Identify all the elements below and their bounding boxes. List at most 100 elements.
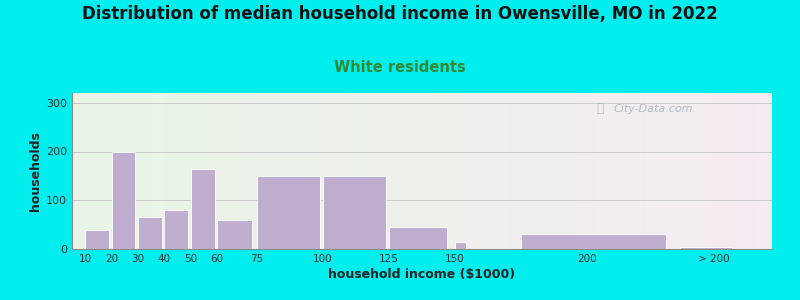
Bar [548, 93, 553, 249]
Bar [639, 93, 644, 249]
Bar [495, 93, 500, 249]
Bar [247, 93, 252, 249]
Bar [489, 93, 494, 249]
Bar [482, 93, 486, 249]
Bar [230, 93, 234, 249]
Bar [769, 93, 774, 249]
Bar [75, 93, 80, 249]
Bar [670, 93, 675, 249]
Bar [212, 93, 217, 249]
Bar [342, 93, 346, 249]
Bar [597, 93, 602, 249]
Bar [261, 93, 266, 249]
Bar [170, 93, 175, 249]
Bar [566, 93, 570, 249]
Bar [513, 93, 518, 249]
Bar [762, 93, 766, 249]
Bar [366, 93, 371, 249]
Bar [408, 93, 413, 249]
Bar [383, 93, 388, 249]
Bar [663, 93, 668, 249]
Bar [387, 93, 392, 249]
Bar [558, 93, 563, 249]
Bar [135, 93, 140, 249]
Bar [268, 93, 273, 249]
Bar [110, 93, 115, 249]
Bar [478, 93, 483, 249]
Bar [362, 93, 367, 249]
Bar [446, 93, 451, 249]
Bar [583, 93, 588, 249]
Bar [390, 93, 395, 249]
Bar [594, 93, 598, 249]
Bar [338, 93, 343, 249]
Bar [90, 93, 94, 249]
Bar [257, 176, 320, 249]
Bar [142, 93, 147, 249]
Bar [474, 93, 479, 249]
Bar [349, 93, 354, 249]
Bar [625, 93, 630, 249]
Bar [389, 227, 447, 249]
Bar [758, 93, 763, 249]
Bar [450, 93, 455, 249]
Bar [492, 93, 497, 249]
Bar [296, 93, 301, 249]
Bar [660, 93, 665, 249]
Bar [184, 93, 189, 249]
Bar [233, 93, 238, 249]
Bar [751, 93, 756, 249]
Bar [754, 93, 759, 249]
Bar [327, 93, 332, 249]
Bar [569, 93, 574, 249]
Bar [194, 93, 199, 249]
Bar [323, 176, 386, 249]
Bar [118, 93, 122, 249]
Bar [352, 93, 357, 249]
Bar [159, 93, 164, 249]
Bar [737, 93, 742, 249]
Bar [314, 93, 318, 249]
Bar [506, 93, 511, 249]
Bar [562, 93, 567, 249]
Bar [415, 93, 420, 249]
Bar [741, 93, 746, 249]
Bar [243, 93, 248, 249]
Bar [418, 93, 423, 249]
Bar [579, 93, 584, 249]
Bar [198, 93, 203, 249]
Bar [138, 93, 143, 249]
Bar [464, 93, 469, 249]
Bar [622, 93, 626, 249]
Bar [573, 93, 578, 249]
Bar [530, 93, 535, 249]
Bar [177, 93, 182, 249]
Bar [293, 93, 298, 249]
Bar [723, 93, 728, 249]
Bar [688, 93, 693, 249]
Bar [265, 93, 270, 249]
Y-axis label: households: households [29, 131, 42, 211]
Bar [422, 93, 427, 249]
Bar [719, 93, 724, 249]
Bar [765, 93, 770, 249]
Bar [100, 93, 105, 249]
Bar [377, 93, 382, 249]
Bar [534, 93, 539, 249]
Bar [306, 93, 311, 249]
Bar [678, 93, 682, 249]
Bar [545, 93, 550, 249]
Bar [121, 93, 126, 249]
Bar [653, 93, 658, 249]
Bar [286, 93, 290, 249]
Bar [380, 93, 385, 249]
Bar [86, 230, 109, 249]
Bar [426, 93, 430, 249]
Bar [191, 169, 214, 249]
Bar [681, 93, 686, 249]
Bar [275, 93, 280, 249]
Bar [713, 93, 718, 249]
Bar [657, 93, 662, 249]
Bar [237, 93, 242, 249]
Bar [215, 93, 220, 249]
